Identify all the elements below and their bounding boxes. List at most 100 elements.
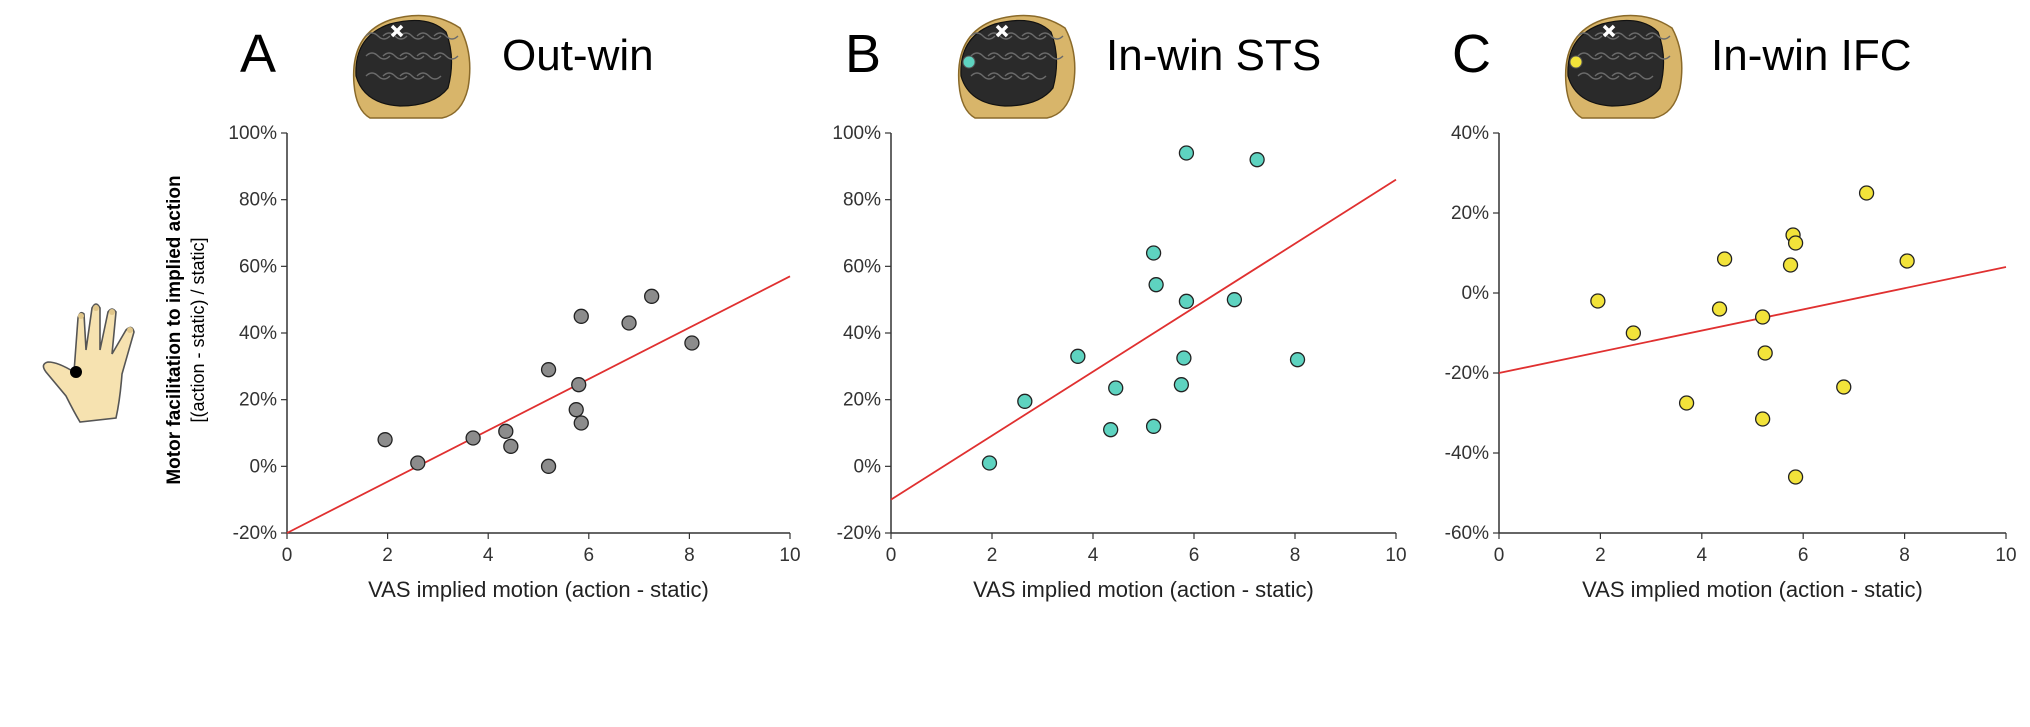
stim-x-marker: [995, 24, 1009, 38]
gyrus-line: [1594, 52, 1620, 60]
panel-title: In-win IFC: [1711, 31, 1911, 80]
gyrus-line: [1577, 52, 1603, 60]
gyrus-line: [365, 52, 391, 60]
gyrus-line: [382, 32, 408, 40]
gyrus-line: [399, 72, 425, 80]
gyrus-line: [1577, 72, 1603, 80]
gyrus-line: [970, 72, 996, 80]
panel-letter: B: [845, 24, 881, 84]
data-point: [1178, 145, 1195, 161]
gyrus-line: [1611, 52, 1637, 60]
gyrus-line: [1038, 52, 1064, 60]
x-tick-label: 2: [987, 545, 998, 566]
y-tick-label: 20%: [239, 390, 277, 411]
data-point: [573, 415, 589, 431]
data-point: [1711, 301, 1728, 317]
data-point: [1148, 277, 1164, 293]
x-axis-label: VAS implied motion (action - static): [1582, 577, 1923, 602]
y-tick-label: 60%: [843, 256, 881, 277]
x-tick-label: 8: [1899, 545, 1910, 566]
data-point: [1249, 152, 1265, 168]
data-point: [568, 402, 584, 418]
y-tick-label: -60%: [1445, 523, 1489, 544]
regression-line: [890, 178, 1397, 501]
data-point: [1017, 393, 1033, 409]
x-axis-label: VAS implied motion (action - static): [973, 577, 1314, 602]
data-point: [1678, 395, 1695, 411]
y-tick-label: 0%: [250, 456, 278, 477]
gyrus-line: [1645, 52, 1671, 60]
data-point: [1173, 377, 1190, 393]
x-tick-label: 6: [1798, 545, 1809, 566]
x-tick-label: 6: [584, 545, 595, 566]
data-point: [540, 362, 557, 378]
x-tick-label: 10: [779, 545, 800, 566]
y-tick-label: -20%: [1445, 363, 1489, 384]
gyrus-line: [987, 72, 1013, 80]
data-point: [1787, 235, 1804, 251]
data-point: [1176, 350, 1192, 366]
x-tick-label: 4: [1697, 545, 1708, 566]
gyrus-line: [433, 32, 459, 40]
data-point: [573, 308, 589, 324]
gyrus-line: [970, 52, 996, 60]
x-axis-label: VAS implied motion (action - static): [368, 577, 709, 602]
y-tick-label: 80%: [843, 190, 881, 211]
y-tick-label: 100%: [228, 123, 277, 144]
y-tick-label: 40%: [843, 323, 881, 344]
gyrus-line: [365, 72, 391, 80]
brain-icon: [352, 14, 471, 119]
data-point: [1145, 245, 1162, 261]
data-point: [1716, 251, 1733, 267]
data-point: [1858, 185, 1875, 201]
x-tick-label: 2: [382, 545, 393, 566]
gyrus-line: [1628, 72, 1654, 80]
gyrus-line: [1038, 32, 1064, 40]
gyrus-line: [1594, 72, 1620, 80]
gyrus-line: [1611, 32, 1637, 40]
data-point: [1787, 469, 1804, 485]
data-point: [644, 288, 660, 304]
data-point: [377, 432, 393, 448]
x-tick-label: 4: [483, 545, 494, 566]
y-tick-label: 40%: [1451, 123, 1489, 144]
hand-icon: [42, 303, 135, 423]
gyrus-line: [416, 32, 442, 40]
gyrus-line: [1611, 72, 1637, 80]
data-point: [1754, 309, 1771, 325]
y-tick-label: 0%: [1462, 283, 1490, 304]
panel-c: C In-win IFC -60% -40% -20% 0% 20% 40% 0 2 4 6 8 10 VA…: [1445, 14, 2017, 602]
y-tick-label: 100%: [832, 123, 881, 144]
y-tick-label: 80%: [239, 190, 277, 211]
stim-site-dot: [1569, 55, 1583, 69]
y-label-line1: Motor facilitation to implied action: [164, 175, 185, 484]
gyrus-line: [970, 32, 996, 40]
y-tick-label: 60%: [239, 256, 277, 277]
x-tick-label: 8: [684, 545, 695, 566]
gyrus-line: [1004, 72, 1030, 80]
data-point: [1899, 253, 1915, 269]
gyrus-line: [1628, 32, 1654, 40]
shared-y-axis-label: Motor facilitation to implied action [(a…: [164, 175, 208, 484]
gyrus-line: [382, 52, 408, 60]
y-tick-label: 20%: [1451, 203, 1489, 224]
gyrus-line: [382, 72, 408, 80]
gyrus-line: [987, 52, 1013, 60]
gyrus-line: [1628, 52, 1654, 60]
data-point: [465, 430, 481, 446]
x-tick-label: 2: [1595, 545, 1606, 566]
stim-site-dot: [962, 55, 976, 69]
data-point: [498, 423, 514, 439]
gyrus-line: [1577, 32, 1603, 40]
gyrus-line: [433, 52, 459, 60]
gyrus-line: [1004, 52, 1030, 60]
data-point: [1108, 380, 1124, 396]
x-tick-label: 0: [886, 545, 897, 566]
gyrus-line: [1021, 32, 1047, 40]
brain-icon: [1564, 14, 1683, 119]
brain-icon: [957, 14, 1076, 119]
gyrus-line: [416, 72, 442, 80]
y-tick-label: 40%: [239, 323, 277, 344]
panel-a: A Out-win -20% 0% 20% 40% 60% 80% 100% 0 2 4 6 8 10 VAS…: [228, 14, 801, 602]
